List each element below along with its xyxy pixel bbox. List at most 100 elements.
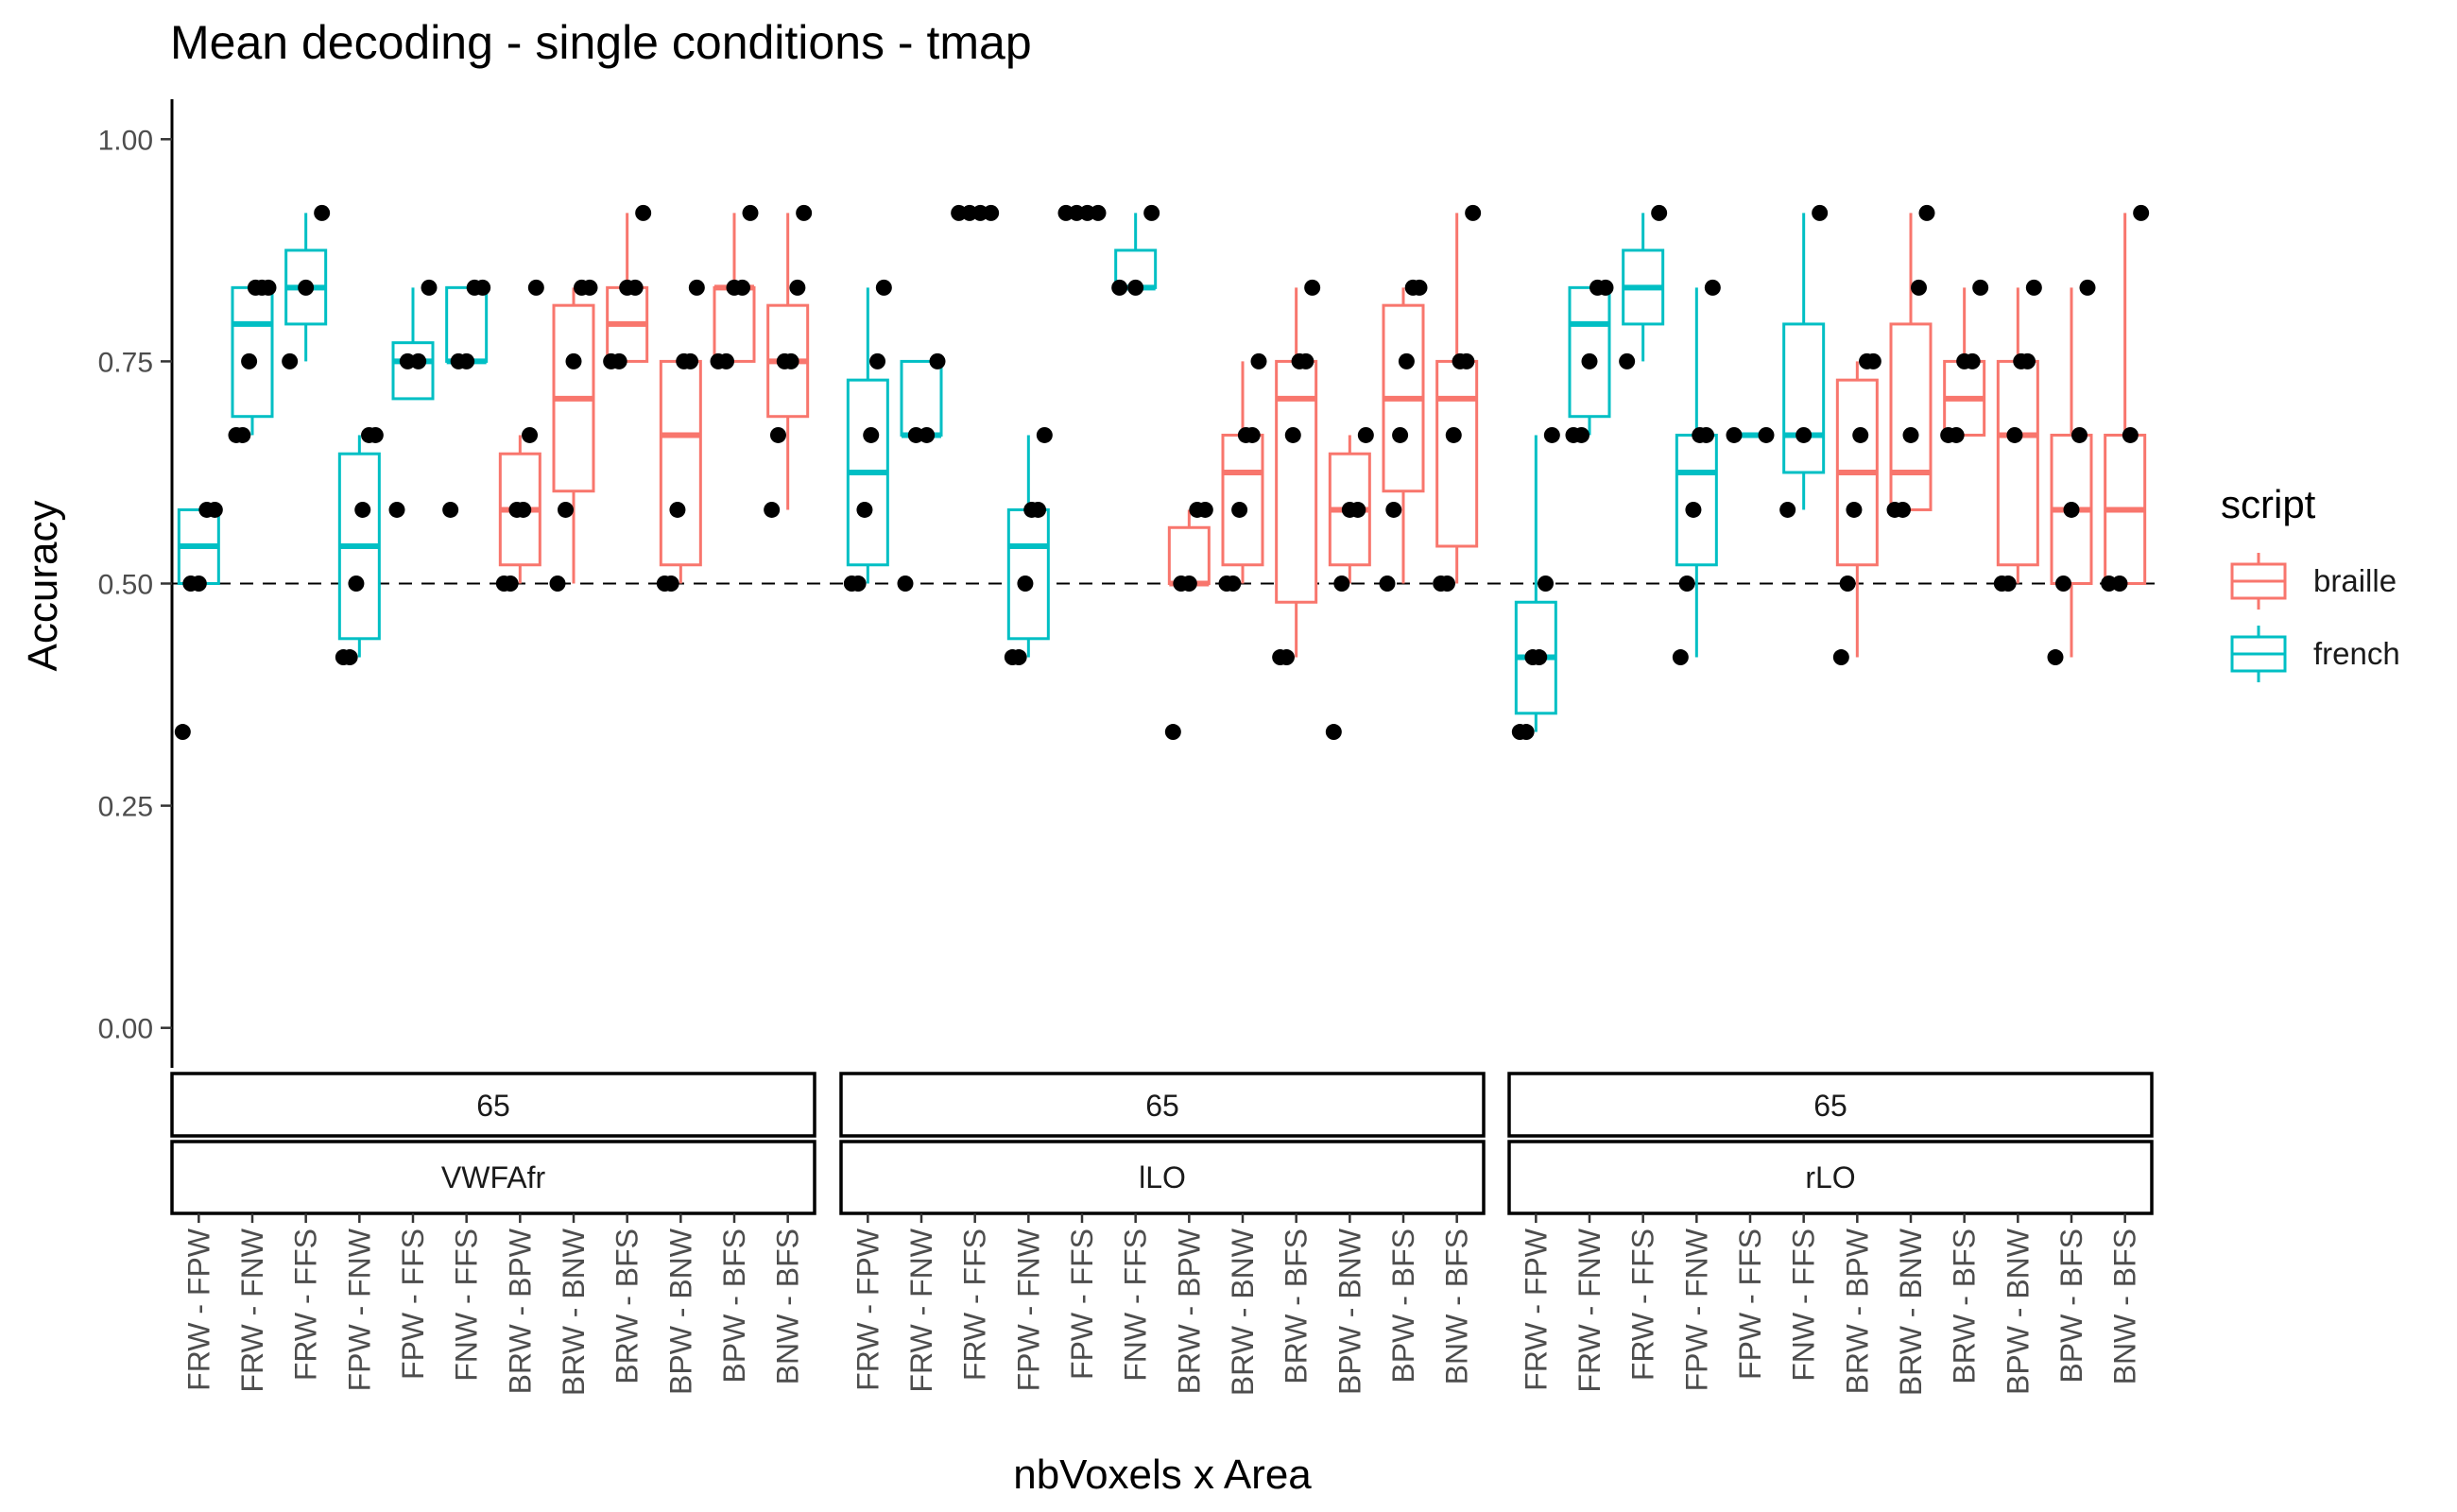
data-point xyxy=(282,352,299,369)
data-point xyxy=(348,576,365,592)
data-point xyxy=(522,426,539,443)
data-point xyxy=(983,204,1000,221)
data-point xyxy=(1698,426,1715,443)
data-point xyxy=(764,501,781,518)
data-point xyxy=(341,649,358,666)
data-point xyxy=(1726,426,1743,443)
data-point xyxy=(1538,576,1555,592)
boxplot-frw-fpw-panel-2 xyxy=(843,279,892,592)
chart-title: Mean decoding - single conditions - tmap xyxy=(170,16,1032,69)
data-point xyxy=(2055,576,2071,592)
data-point xyxy=(1832,649,1849,666)
data-point xyxy=(190,576,207,592)
data-point xyxy=(298,279,315,296)
data-point xyxy=(367,426,384,443)
strip-bottom-box xyxy=(839,1140,1486,1215)
x-tick-label: BPW - BNW xyxy=(663,1228,697,1395)
data-point xyxy=(1846,501,1863,518)
data-point xyxy=(796,204,813,221)
plot-area: 0.00 0.25 0.50 0.75 1.00 65 VWFAfr FRW - FPW FRW… xyxy=(98,99,2155,1396)
strip-top-box xyxy=(1507,1072,2154,1138)
data-point xyxy=(1704,279,1721,296)
boxplot-fpw-ffs-panel-1 xyxy=(388,279,438,518)
data-point xyxy=(2019,352,2036,369)
data-point xyxy=(789,279,806,296)
data-point xyxy=(1036,426,1053,443)
data-point xyxy=(388,501,405,518)
data-point xyxy=(682,352,699,369)
data-point xyxy=(1357,426,1374,443)
x-tick-label: BNW - BFS xyxy=(1440,1228,1474,1384)
data-point xyxy=(1284,426,1301,443)
data-point xyxy=(1385,501,1402,518)
boxplot-brw-bpw-panel-2 xyxy=(1164,501,1213,741)
box xyxy=(1782,322,1826,474)
data-point xyxy=(1325,724,1342,741)
data-point xyxy=(549,576,566,592)
data-point xyxy=(458,352,475,369)
x-tick-label: BPW - BFS xyxy=(2054,1228,2088,1383)
data-point xyxy=(1852,426,1869,443)
boxplot-bnw-bfs-panel-3 xyxy=(2101,204,2150,592)
data-point xyxy=(1180,576,1197,592)
data-point xyxy=(1411,279,1428,296)
data-point xyxy=(929,352,946,369)
y-tick-label: 0.75 xyxy=(98,347,153,378)
data-point xyxy=(919,426,936,443)
boxplot-frw-fnw-panel-2 xyxy=(897,352,946,592)
data-point xyxy=(2047,649,2064,666)
strip-bottom-box xyxy=(1507,1140,2154,1215)
data-point xyxy=(1651,204,1668,221)
boxplot-fpw-ffs-panel-2 xyxy=(1057,204,1107,221)
boxplot-fnw-ffs-panel-2 xyxy=(1111,204,1160,296)
x-tick-label: BRW - BNW xyxy=(557,1228,591,1396)
data-point xyxy=(1127,279,1144,296)
data-point xyxy=(1143,204,1160,221)
box xyxy=(1889,322,1933,511)
data-point xyxy=(1244,426,1261,443)
box xyxy=(1221,433,1264,567)
data-point xyxy=(718,352,734,369)
x-tick-label: FPW - FNW xyxy=(1011,1228,1045,1391)
x-tick-label: BPW - BFS xyxy=(1386,1228,1420,1383)
data-point xyxy=(875,279,892,296)
data-point xyxy=(669,501,686,518)
x-tick-label: BRW - BFS xyxy=(1280,1228,1314,1384)
data-point xyxy=(1672,649,1689,666)
y-tick-label: 0.25 xyxy=(98,792,153,823)
boxplot-frw-fnw-panel-3 xyxy=(1565,279,1614,443)
data-point xyxy=(1164,724,1181,741)
data-point xyxy=(742,204,759,221)
box xyxy=(391,341,435,401)
strip-top-box xyxy=(170,1072,816,1138)
data-point xyxy=(2079,279,2096,296)
data-point xyxy=(1581,352,1598,369)
boxplot-bpw-bfs-panel-2 xyxy=(1379,279,1428,592)
data-point xyxy=(1685,501,1702,518)
boxplot-fpw-fnw-panel-1 xyxy=(335,426,384,666)
data-point xyxy=(527,279,544,296)
data-point xyxy=(1278,649,1295,666)
x-tick-label: FPW - FFS xyxy=(1733,1228,1767,1380)
data-point xyxy=(688,279,705,296)
x-tick-label: FRW - FPW xyxy=(1519,1228,1553,1391)
boxplot-brw-bnw-panel-1 xyxy=(549,279,598,592)
x-tick-label: BRW - BPW xyxy=(503,1228,537,1394)
boxplot-brw-bfs-panel-1 xyxy=(603,204,652,369)
box xyxy=(713,285,756,363)
boxplot-frw-ffs-panel-3 xyxy=(1619,204,1668,369)
data-point xyxy=(1902,426,1919,443)
strip-bottom-box xyxy=(170,1140,816,1215)
data-point xyxy=(314,204,331,221)
data-point xyxy=(782,352,799,369)
boxplot-fnw-ffs-panel-3 xyxy=(1779,204,1829,518)
boxplot-frw-fpw-panel-3 xyxy=(1511,426,1560,741)
box xyxy=(1435,359,1479,548)
data-point xyxy=(1911,279,1927,296)
boxplot-bpw-bnw-panel-1 xyxy=(656,279,705,592)
x-tick-label: FPW - FFS xyxy=(1065,1228,1099,1380)
strip-bottom-label: lLO xyxy=(1139,1160,1186,1194)
legend-item-braille: braille xyxy=(2230,553,2397,610)
data-point xyxy=(627,279,644,296)
